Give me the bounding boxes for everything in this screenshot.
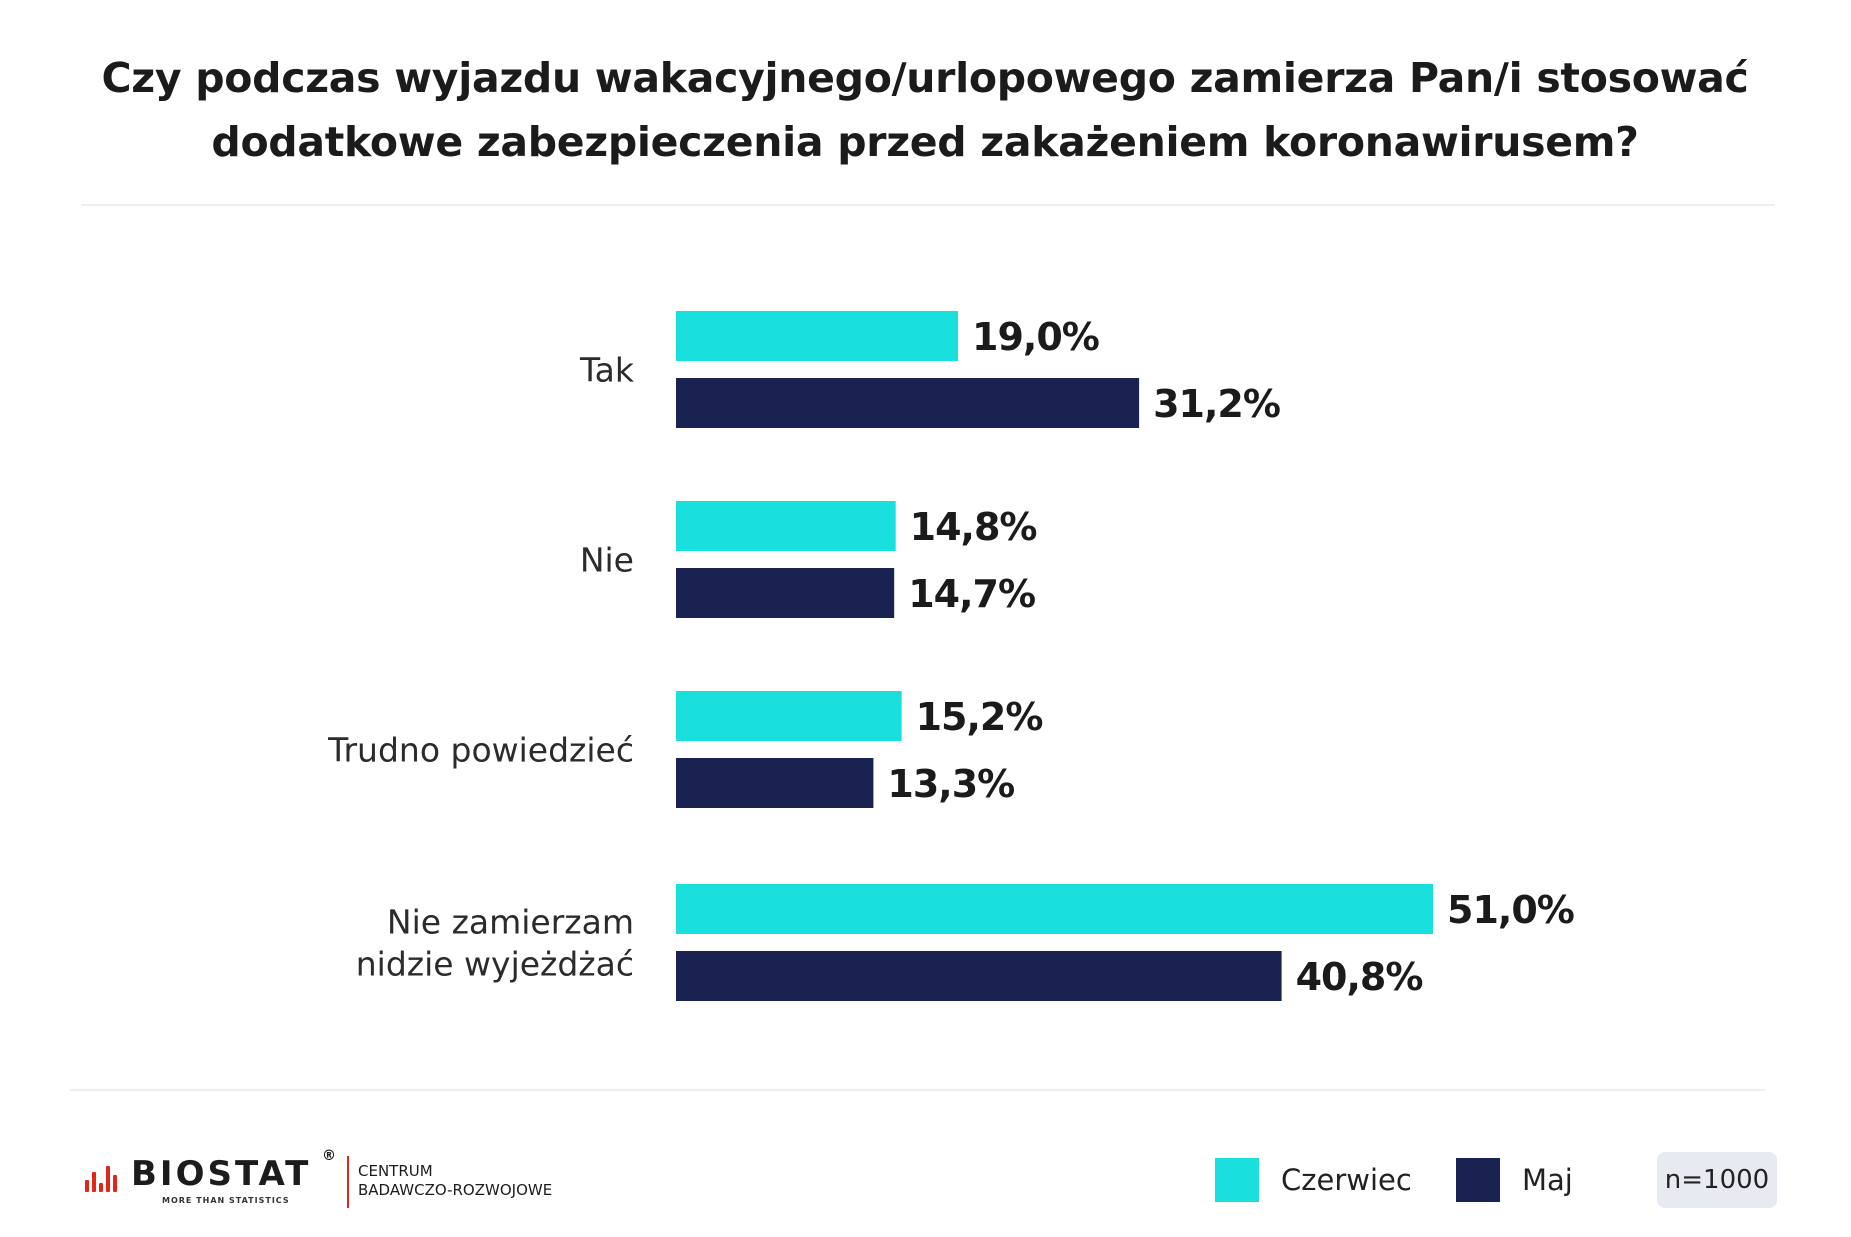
bar-czerwiec-1 (676, 501, 896, 551)
legend-swatch-maj (1456, 1158, 1500, 1202)
chart-title-line-1: Czy podczas wyjazdu wakacyjnego/urlopowe… (101, 54, 1749, 102)
chart-title-line-2: dodatkowe zabezpieczenia przed zakażenie… (211, 118, 1639, 166)
legend-label-maj: Maj (1522, 1163, 1573, 1197)
bar-maj-0 (676, 378, 1140, 428)
biostat-logo: BIOSTAT ® MORE THAN STATISTICS CENTRUM B… (85, 1148, 605, 1220)
logo-registered-mark: ® (322, 1148, 336, 1164)
bar-maj-2 (676, 758, 874, 808)
legend-label-czerwiec: Czerwiec (1281, 1163, 1412, 1197)
value-label-czerwiec-3: 51,0% (1447, 888, 1574, 932)
bottom-divider (70, 1089, 1765, 1091)
value-label-maj-0: 31,2% (1153, 382, 1280, 426)
legend-swatch-czerwiec (1215, 1158, 1259, 1202)
logo-subtitle-line-2: BADAWCZO-ROZWOJOWE (358, 1181, 553, 1199)
top-divider (81, 204, 1775, 206)
bar-czerwiec-3 (676, 884, 1433, 934)
logo-tagline: MORE THAN STATISTICS (162, 1196, 290, 1205)
legend-item-czerwiec: Czerwiec (1215, 1158, 1412, 1202)
category-label-1: Nie (580, 541, 634, 580)
value-label-czerwiec-0: 19,0% (972, 315, 1099, 359)
value-label-czerwiec-1: 14,8% (910, 505, 1037, 549)
category-label-0: Tak (579, 351, 635, 390)
sample-size-badge: n=1000 (1657, 1152, 1777, 1208)
logo-subtitle-line-1: CENTRUM (358, 1162, 433, 1180)
logo-divider (347, 1156, 349, 1208)
category-label-3-line-0: Nie zamierzam (387, 903, 634, 942)
value-label-maj-1: 14,7% (908, 572, 1035, 616)
value-label-maj-2: 13,3% (887, 762, 1014, 806)
category-label-3-line-1: nidzie wyjeżdżać (356, 945, 634, 984)
legend-item-maj: Maj (1456, 1158, 1573, 1202)
value-label-maj-3: 40,8% (1296, 955, 1423, 999)
bar-czerwiec-0 (676, 311, 959, 361)
category-label-2: Trudno powiedzieć (327, 731, 634, 770)
bar-czerwiec-2 (676, 691, 902, 741)
logo-subtitle: CENTRUM BADAWCZO-ROZWOJOWE (358, 1162, 552, 1200)
bar-maj-3 (676, 951, 1282, 1001)
logo-brand: BIOSTAT (131, 1154, 312, 1194)
bar-maj-1 (676, 568, 895, 618)
chart-title: Czy podczas wyjazdu wakacyjnego/urlopowe… (60, 46, 1790, 174)
value-label-czerwiec-2: 15,2% (916, 695, 1043, 739)
logo-bars-icon (85, 1162, 121, 1192)
